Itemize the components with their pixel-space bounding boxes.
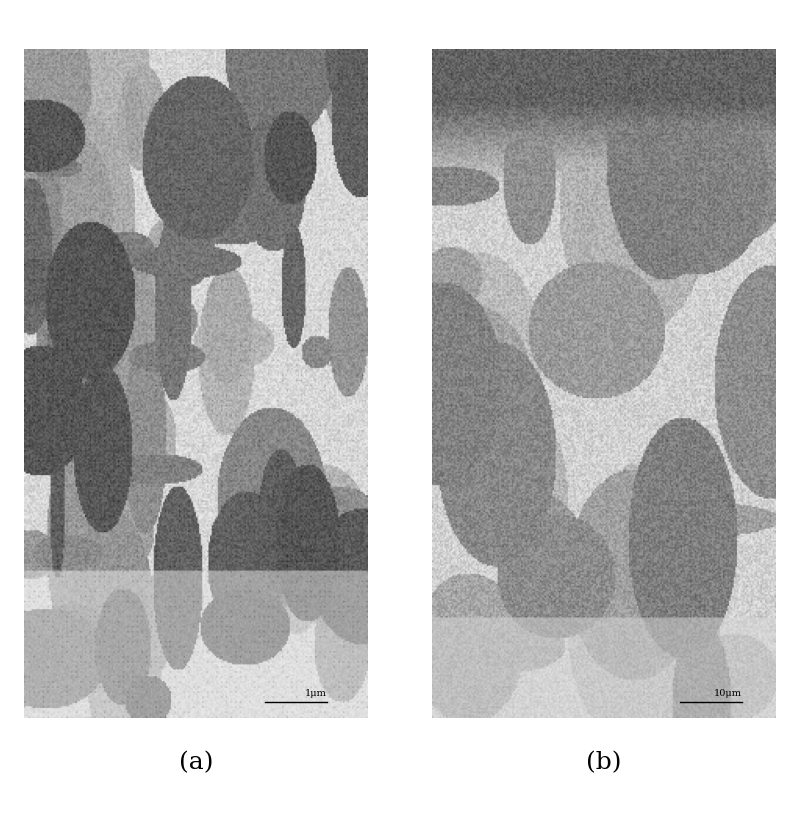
Text: 1μm: 1μm [305, 689, 326, 698]
Text: 10μm: 10μm [714, 689, 742, 698]
Text: (a): (a) [178, 752, 214, 774]
Text: (b): (b) [586, 752, 622, 774]
